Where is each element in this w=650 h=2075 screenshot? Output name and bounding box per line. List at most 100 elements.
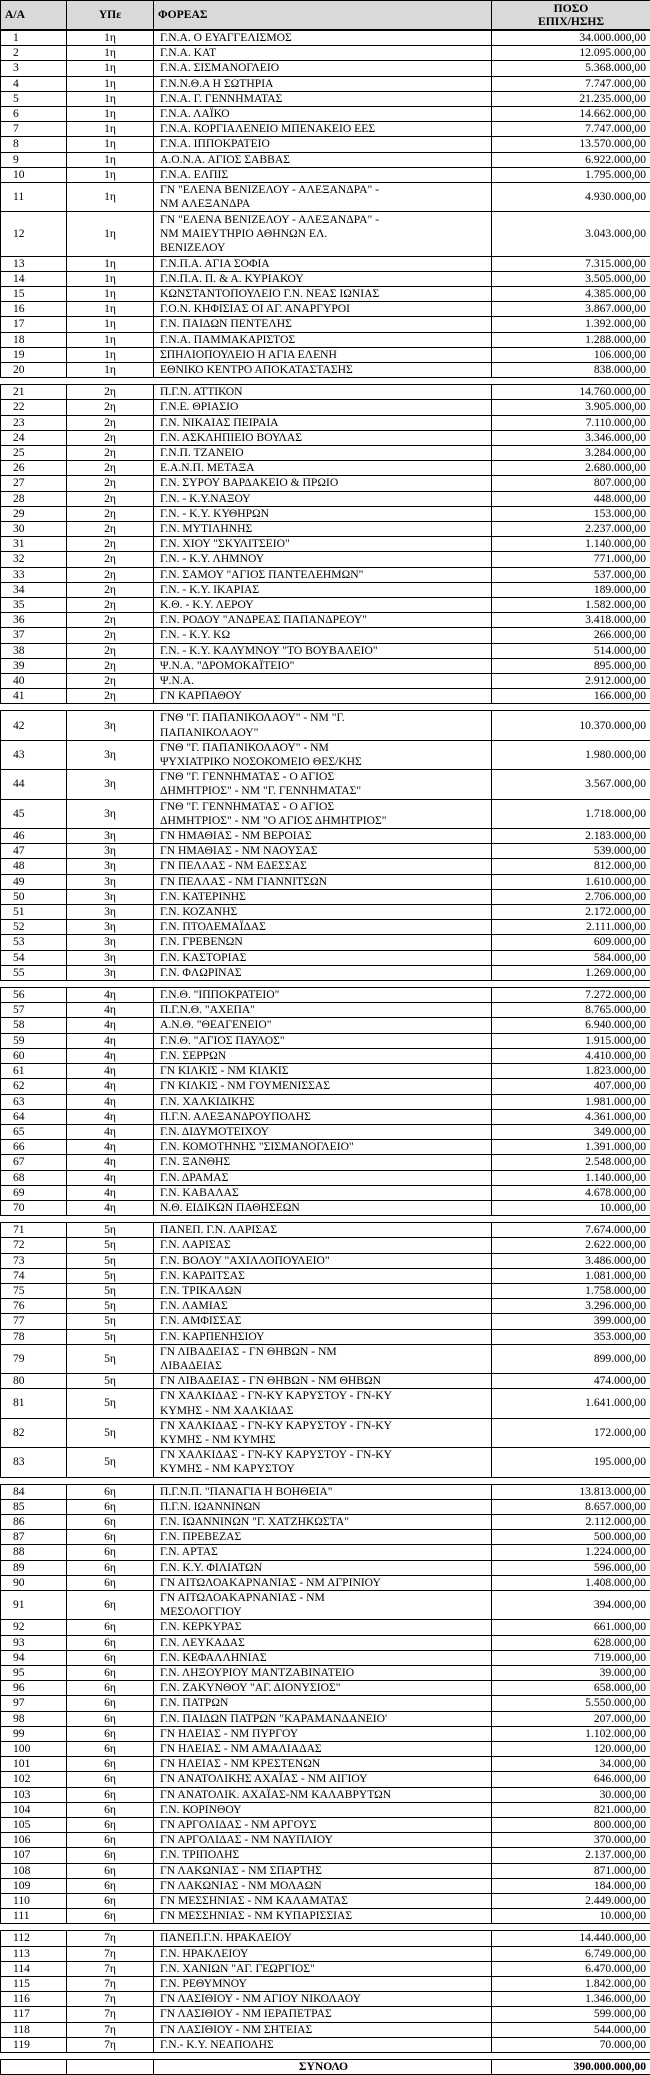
- row-amount: 609.000,00: [492, 935, 650, 950]
- row-ype: 1η: [67, 256, 154, 271]
- row-foreas: Γ.Ν.Ν.Θ.Α Η ΣΩΤΗΡΙΑ: [154, 76, 492, 91]
- row-amount: 544.000,00: [492, 2022, 650, 2037]
- row-number: 83: [1, 1448, 67, 1477]
- row-number: 62: [1, 1079, 67, 1094]
- row-foreas: ΓΝ "ΕΛΕΝΑ ΒΕΝΙΖΕΛΟΥ - ΑΛΕΞΑΝΔΡΑ" - ΝΜ ΜΑ…: [154, 212, 492, 256]
- row-amount: 1.842.000,00: [492, 1977, 650, 1992]
- row-ype: 6η: [67, 1818, 154, 1833]
- row-number: 48: [1, 859, 67, 874]
- row-ype: 4η: [67, 1185, 154, 1200]
- row-ype: 1η: [67, 212, 154, 256]
- row-ype: 2η: [67, 430, 154, 445]
- row-amount: 4.678.000,00: [492, 1185, 650, 1200]
- row-foreas: Γ.Ν. - Κ.Υ. ΚΥΘΗΡΩΝ: [154, 506, 492, 521]
- row-number: 52: [1, 920, 67, 935]
- row-number: 33: [1, 567, 67, 582]
- header-ype: ΥΠε: [67, 1, 154, 30]
- row-ype: 6η: [67, 1666, 154, 1681]
- row-foreas: ΓΝ ΜΕΣΣΗΝΙΑΣ - ΝΜ ΚΥΠΑΡΙΣΣΙΑΣ: [154, 1909, 492, 1924]
- row-ype: 7η: [67, 1992, 154, 2007]
- row-number: 106: [1, 1833, 67, 1848]
- row-ype: 5η: [67, 1389, 154, 1418]
- row-ype: 6η: [67, 1591, 154, 1620]
- row-number: 11: [1, 183, 67, 212]
- row-ype: 1η: [67, 302, 154, 317]
- row-number: 45: [1, 799, 67, 828]
- row-ype: 1η: [67, 347, 154, 362]
- row-number: 69: [1, 1185, 67, 1200]
- row-amount: 195.000,00: [492, 1448, 650, 1477]
- row-foreas: Γ.Ν. ΚΑΤΕΡΙΝΗΣ: [154, 889, 492, 904]
- row-amount: 10.000,00: [492, 1200, 650, 1215]
- row-foreas: Γ.Ν.Α. Γ. ΓΕΝΝΗΜΑΤΑΣ: [154, 91, 492, 106]
- row-ype: 6η: [67, 1620, 154, 1635]
- total-row: ΣΥΝΟΛΟ 390.000.000,00: [0, 2059, 650, 2075]
- row-number: 117: [1, 2007, 67, 2022]
- row-foreas: Γ.Ν. ΞΑΝΘΗΣ: [154, 1155, 492, 1170]
- row-amount: 21.235.000,00: [492, 91, 650, 106]
- row-ype: 7η: [67, 1946, 154, 1961]
- row-foreas: Γ.Ν. ΦΛΩΡΙΝΑΣ: [154, 965, 492, 980]
- row-amount: 5.368.000,00: [492, 61, 650, 76]
- row-amount: 807.000,00: [492, 476, 650, 491]
- row-ype: 7η: [67, 1961, 154, 1976]
- row-amount: 1.102.000,00: [492, 1726, 650, 1741]
- row-amount: 1.610.000,00: [492, 874, 650, 889]
- row-foreas: Γ.Ν. ΚΕΡΚΥΡΑΣ: [154, 1620, 492, 1635]
- row-ype: 1η: [67, 271, 154, 286]
- row-number: 98: [1, 1711, 67, 1726]
- row-amount: 1.795.000,00: [492, 167, 650, 182]
- row-amount: 370.000,00: [492, 1833, 650, 1848]
- row-amount: 153.000,00: [492, 506, 650, 521]
- row-ype: 7η: [67, 2037, 154, 2052]
- row-amount: 407.000,00: [492, 1079, 650, 1094]
- row-ype: 4η: [67, 1079, 154, 1094]
- row-number: 25: [1, 445, 67, 460]
- row-number: 96: [1, 1681, 67, 1696]
- row-foreas: ΓΝ ΑΙΤΩΛΟΑΚΑΡΝΑΝΙΑΣ - ΝΜ ΜΕΣΟΛΟΓΓΙΟΥ: [154, 1591, 492, 1620]
- row-foreas: Ψ.Ν.Α. "ΔΡΟΜΟΚΑΪΤΕΙΟ": [154, 658, 492, 673]
- row-foreas: Γ.Ν. ΡΕΘΥΜΝΟΥ: [154, 1977, 492, 1992]
- row-foreas: ΓΝ ΛΑΣΙΘΙΟΥ - ΝΜ ΑΓΙΟΥ ΝΙΚΟΛΑΟΥ: [154, 1992, 492, 2007]
- row-ype: 1η: [67, 152, 154, 167]
- row-foreas: ΓΝ ΛΑΚΩΝΙΑΣ - ΝΜ ΜΟΛΑΩΝ: [154, 1878, 492, 1893]
- row-foreas: Γ.Ν. - Κ.Υ.ΝΑΞΟΥ: [154, 491, 492, 506]
- row-number: 30: [1, 521, 67, 536]
- row-amount: 3.043.000,00: [492, 212, 650, 256]
- row-ype: 6η: [67, 1696, 154, 1711]
- row-amount: 7.110.000,00: [492, 415, 650, 430]
- row-amount: 2.449.000,00: [492, 1894, 650, 1909]
- row-number: 78: [1, 1329, 67, 1344]
- row-foreas: Γ.Ν. ΚΑΣΤΟΡΙΑΣ: [154, 950, 492, 965]
- row-foreas: ΓΝ ΗΜΑΘΙΑΣ - ΝΜ ΒΕΡΟΙΑΣ: [154, 829, 492, 844]
- row-amount: 394.000,00: [492, 1591, 650, 1620]
- row-number: 40: [1, 674, 67, 689]
- row-number: 76: [1, 1299, 67, 1314]
- row-foreas: ΚΩΝΣΤΑΝΤΟΠΟΥΛΕΙΟ Γ.Ν. ΝΕΑΣ ΙΩΝΙΑΣ: [154, 286, 492, 301]
- row-foreas: ΓΝ ΛΑΚΩΝΙΑΣ - ΝΜ ΣΠΑΡΤΗΣ: [154, 1863, 492, 1878]
- row-ype: 3η: [67, 905, 154, 920]
- row-number: 4: [1, 76, 67, 91]
